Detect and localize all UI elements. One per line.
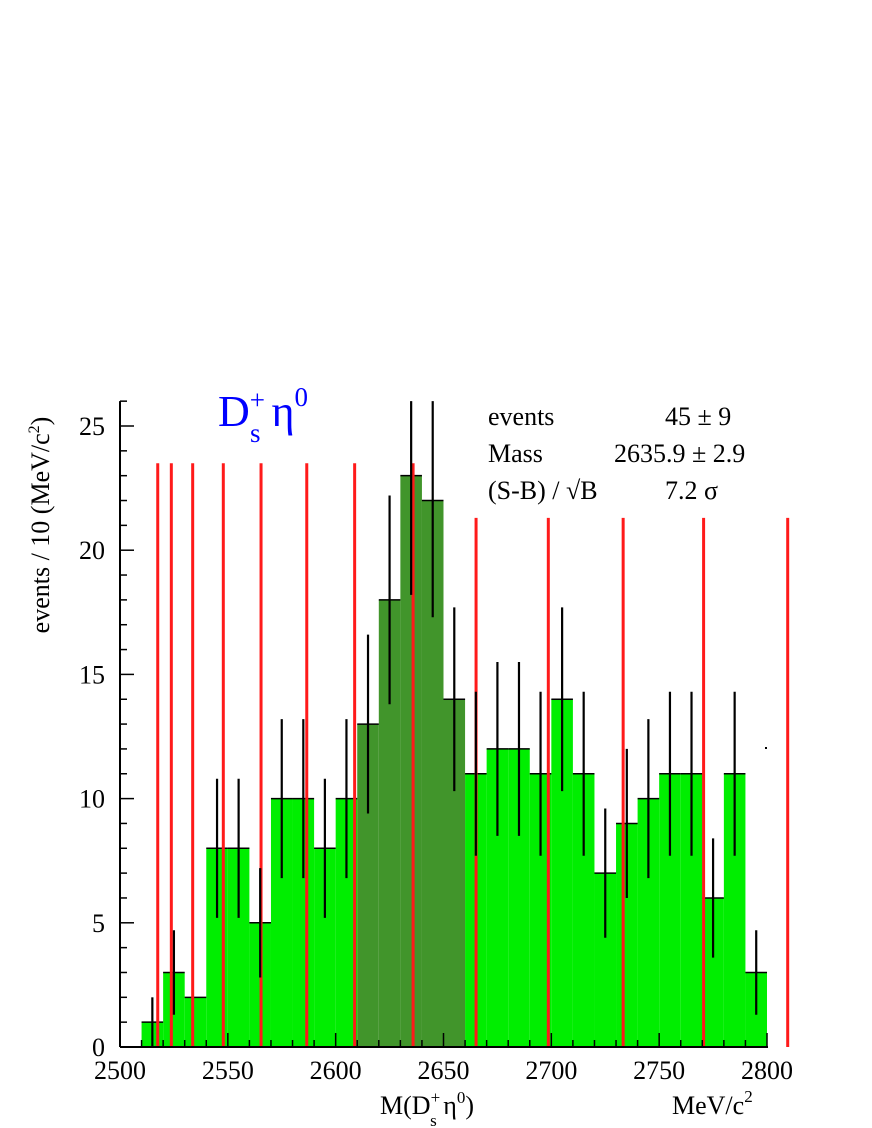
histogram-bar xyxy=(594,873,617,1047)
y-tick-label: 15 xyxy=(79,660,105,689)
histogram-bar xyxy=(184,997,207,1047)
y-tick-label: 10 xyxy=(79,785,105,814)
histogram-bar xyxy=(357,724,379,1047)
y-tick-label: 20 xyxy=(79,536,105,565)
histogram-bar xyxy=(443,699,466,1047)
stats-mass-value: 2635.9 ± 2.9 xyxy=(614,439,745,468)
stats-mass-label: Mass xyxy=(488,439,543,468)
histogram-bar xyxy=(378,599,401,1047)
x-tick-label: 2800 xyxy=(741,1056,793,1085)
histogram-bar xyxy=(637,798,660,1047)
error-bars-layer xyxy=(151,401,758,1047)
signal-region-layer xyxy=(357,475,466,1047)
x-tick-label: 2650 xyxy=(418,1056,470,1085)
y-tick-label: 0 xyxy=(92,1033,105,1062)
histogram-bar xyxy=(723,773,746,1047)
histogram-bar xyxy=(508,748,530,1047)
histogram-bar xyxy=(616,823,638,1047)
x-tick-label: 2550 xyxy=(202,1056,254,1085)
y-tick-label: 25 xyxy=(79,412,105,441)
stats-significance-label: (S-B) / √B xyxy=(488,476,598,505)
histogram-bar xyxy=(702,897,724,1047)
x-axis-unit: MeV/c2 xyxy=(672,1087,753,1120)
y-tick-label: 5 xyxy=(92,909,105,938)
histogram-bars-layer xyxy=(141,699,767,1047)
x-tick-label: 2750 xyxy=(633,1056,685,1085)
histogram-bar xyxy=(572,773,595,1047)
stats-events-value: 45 ± 9 xyxy=(665,402,731,431)
stray-dot xyxy=(765,747,767,749)
histogram-bar xyxy=(270,798,293,1047)
stats-box: events 45 ± 9 Mass 2635.9 ± 2.9 (S-B) / … xyxy=(488,402,745,505)
stats-significance-value: 7.2 σ xyxy=(665,476,718,505)
histogram-bar xyxy=(529,773,552,1047)
stats-events-label: events xyxy=(488,402,554,431)
x-tick-label: 2500 xyxy=(94,1056,146,1085)
histogram-bar xyxy=(680,773,703,1047)
histogram-bar xyxy=(335,798,358,1047)
histogram-bar xyxy=(551,699,573,1047)
histogram-bar xyxy=(292,798,315,1047)
tick-labels-layer: 0 5 10 15 20 25 2500 2550 2600 2650 2700 2750 2800 xyxy=(79,412,793,1085)
histogram-bar xyxy=(400,475,422,1047)
channel-label: D+ s η0 xyxy=(218,382,308,448)
histogram-bar xyxy=(314,848,336,1047)
histogram-bar xyxy=(486,748,509,1047)
x-axis-label: M(D+ s η0) xyxy=(380,1088,474,1128)
histogram-bar xyxy=(659,773,681,1047)
histogram-bar xyxy=(421,500,444,1047)
histogram-bar xyxy=(227,848,250,1047)
y-axis-label: events / 10 (MeV/c2) xyxy=(26,417,55,634)
x-tick-label: 2700 xyxy=(525,1056,577,1085)
x-tick-label: 2600 xyxy=(310,1056,362,1085)
axes-layer xyxy=(119,400,768,1048)
